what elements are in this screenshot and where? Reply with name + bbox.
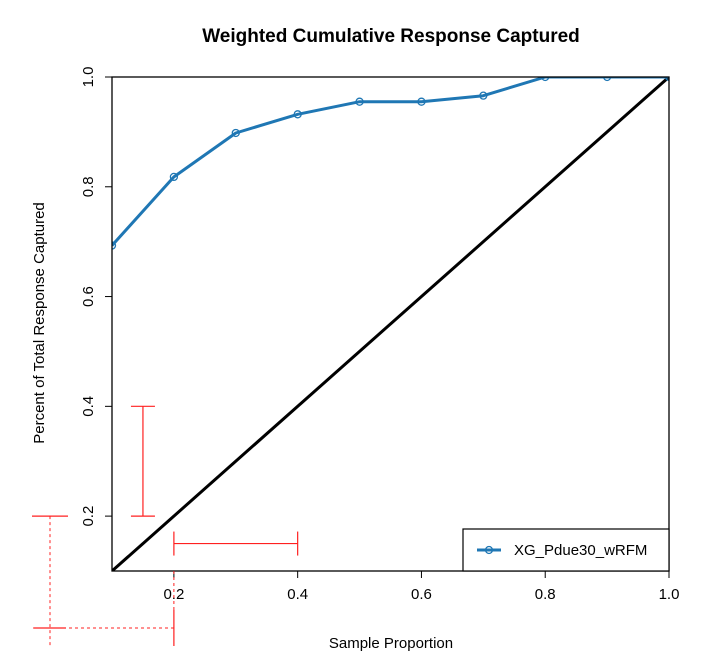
x-tick-label: 0.2	[163, 586, 184, 603]
y-tick-label: 1.0	[80, 67, 97, 88]
data-point	[293, 110, 302, 119]
plot-frame	[111, 76, 670, 572]
x-tick-label: 0.6	[411, 586, 432, 603]
data-point	[541, 77, 550, 82]
y-tick-label: 0.2	[80, 506, 97, 527]
x-axis: 0.2 0.4 0.6 0.8 1.0	[163, 571, 679, 603]
data-point	[602, 77, 612, 82]
data-point	[231, 128, 240, 138]
data-point	[417, 97, 426, 106]
plot-area	[111, 76, 670, 572]
data-point	[479, 91, 488, 100]
legend-marker	[484, 545, 494, 555]
x-tick-label: 1.0	[659, 586, 680, 603]
data-point	[169, 172, 179, 182]
y-tick-label: 0.8	[80, 176, 97, 197]
chart-title: Weighted Cumulative Response Captured	[202, 26, 580, 47]
x-axis-label: Sample Proportion	[329, 635, 453, 652]
legend-label: XG_Pdue30_wRFM	[514, 542, 647, 559]
reference-diagonal-line	[112, 77, 669, 571]
x-tick-label: 0.8	[535, 586, 556, 603]
legend: XG_Pdue30_wRFM	[462, 528, 670, 572]
y-tick-label: 0.6	[80, 286, 97, 307]
y-axis: 0.2 0.4 0.6 0.8 1.0	[80, 67, 112, 527]
x-tick-label: 0.4	[287, 586, 308, 603]
series-line	[112, 77, 669, 247]
y-tick-label: 0.4	[80, 396, 97, 417]
data-point	[112, 241, 117, 250]
data-point	[355, 97, 364, 106]
y-axis-label: Percent of Total Response Captured	[31, 202, 48, 444]
red-annotations	[32, 405, 299, 646]
